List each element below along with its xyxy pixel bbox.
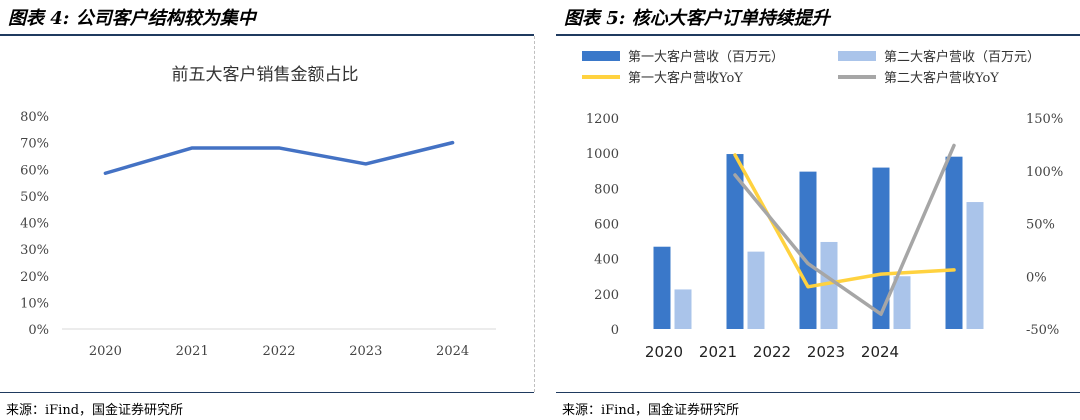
bar [966,202,984,329]
figure-5-bottom-rule [556,392,1080,393]
figure-4-title: 图表 4: 公司客户结构较为集中 [8,8,256,29]
bar [653,246,671,329]
figure-5-top-rule [556,34,1080,36]
customer-share-line-chart: 前五大客户销售金额占比 80% 70% 60% 50% 40% 30% 20% 10% 0% 2… [20,65,496,359]
yoy-line [733,143,956,316]
y-tick-label: 0% [28,323,49,338]
data-point [104,172,106,174]
series-lines [103,140,455,175]
bar [799,171,817,329]
right-y-axis-ticks: 150% 100% 50% 0% -50% [1026,112,1063,338]
y-tick-label: 30% [20,243,49,258]
left-y-tick-label: 400 [594,253,619,268]
legend-label: 第二大客户营收YoY [884,70,999,86]
y-tick-label: 50% [20,190,49,205]
bar [945,156,963,329]
legend-label: 第一大客户营收（百万元） [628,49,784,65]
x-tick-label: 2024 [436,344,469,359]
bar [726,154,744,329]
x-tick-label: 2021 [176,344,209,359]
bar [820,241,838,329]
right-y-tick-label: 150% [1026,112,1063,127]
legend-label: 第二大客户营收（百万元） [884,49,1040,65]
y-axis-ticks: 80% 70% 60% 50% 40% 30% 20% 10% 0% [20,110,496,338]
y-tick-label: 60% [20,163,49,178]
data-point [365,163,367,165]
right-y-tick-label: 0% [1026,270,1047,285]
figure-4-source: 来源：iFind，国金证券研究所 [6,403,184,418]
y-tick-label: 70% [20,137,49,152]
x-axis-ticks: 2020 2021 2022 2023 2024 [89,344,469,359]
legend-swatch [582,51,620,61]
right-y-tick-label: 50% [1026,218,1055,233]
left-y-tick-label: 800 [594,182,619,197]
right-y-tick-label: -50% [1026,323,1059,338]
series-line [103,140,455,175]
major-customer-revenue-chart: 第一大客户营收（百万元） 第二大客户营收（百万元） 第一大客户营收YoY 第二大客户营… [582,49,1063,361]
left-y-tick-label: 600 [594,218,619,233]
figure-4-top-rule [0,34,534,36]
legend: 第一大客户营收（百万元） 第二大客户营收（百万元） 第一大客户营收YoY 第二大客户营… [582,49,1040,86]
bar [872,167,890,329]
y-tick-label: 80% [20,110,49,125]
x-tick-label: 2023 [349,344,382,359]
x-tick-label: 2023 [807,343,845,361]
x-tick-label: 2020 [645,343,683,361]
x-tick-label: 2021 [699,343,737,361]
y-tick-label: 10% [20,296,49,311]
left-y-tick-label: 1000 [586,147,619,162]
x-tick-label: 2020 [89,344,122,359]
figure-4-panel: 图表 4: 公司客户结构较为集中 前五大客户销售金额占比 80% 70% 60% 50… [0,0,534,420]
bar [747,251,765,329]
left-y-tick-label: 200 [594,288,619,303]
left-y-tick-label: 0 [611,323,619,338]
y-tick-label: 40% [20,217,49,232]
right-y-tick-label: 100% [1026,165,1063,180]
legend-swatch [838,51,876,61]
figure-5-panel: 图表 5: 核心大客户订单持续提升 第一大客户营收（百万元） 第二大客户营收（百万… [556,0,1080,420]
figure-5-source: 来源：iFind，国金证券研究所 [562,403,740,418]
left-y-axis-ticks: 1200 1000 800 600 400 200 0 [586,112,619,338]
panel-separator [534,36,535,392]
figure-5-title: 图表 5: 核心大客户订单持续提升 [564,8,830,29]
yoy-lines [733,143,956,316]
data-point [278,147,280,149]
x-axis-ticks: 2020 2021 2022 2023 2024 [645,343,899,361]
data-point [452,142,454,144]
legend-label: 第一大客户营收YoY [628,70,743,86]
bar [893,276,911,329]
figure-4-bottom-rule [0,392,534,393]
y-tick-label: 20% [20,270,49,285]
x-tick-label: 2022 [753,343,791,361]
data-point [191,147,193,149]
left-y-tick-label: 1200 [586,112,619,127]
bar-series [653,154,984,329]
chart-title: 前五大客户销售金额占比 [172,65,359,85]
bar [674,289,692,329]
x-tick-label: 2022 [262,344,295,359]
x-tick-label: 2024 [861,343,899,361]
